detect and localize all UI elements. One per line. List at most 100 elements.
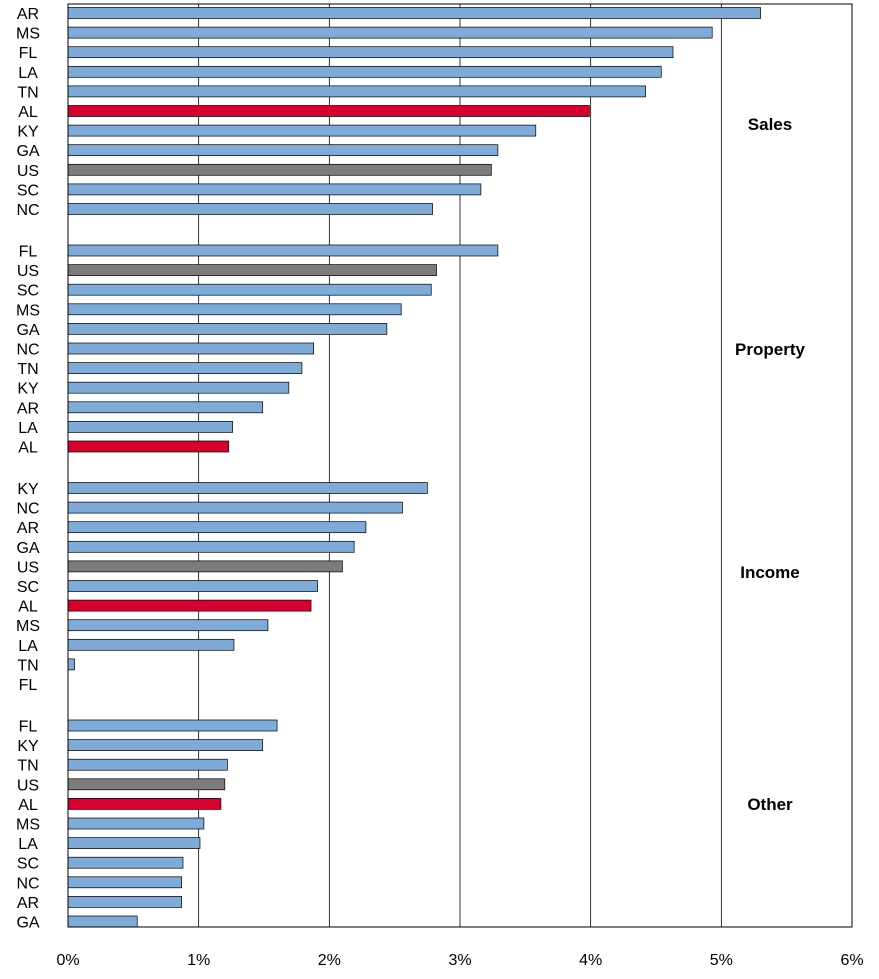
x-tick-label: 3%	[448, 952, 471, 969]
category-label: TN	[17, 361, 38, 378]
category-label: MS	[16, 618, 40, 635]
category-label: NC	[16, 202, 39, 219]
bar-property-ga	[67, 323, 388, 335]
bar-other-la	[67, 837, 201, 849]
bars	[67, 7, 761, 928]
group-label-other: Other	[747, 795, 793, 814]
bar-income-ga	[67, 540, 355, 553]
x-axis-tick-labels: 0% 1% 2% 3% 4% 5% 6%	[56, 952, 863, 969]
category-label: NC	[16, 342, 39, 359]
bar-income-tn	[67, 658, 75, 671]
category-label: AR	[17, 400, 39, 417]
bar-income-sc	[67, 580, 318, 592]
category-label: US	[17, 263, 39, 280]
category-label: TN	[17, 84, 38, 101]
bar-other-us	[67, 778, 226, 791]
category-label: LA	[18, 65, 38, 82]
x-tick-label: 5%	[710, 952, 733, 969]
bar-property-nc	[67, 342, 315, 355]
bar-sales-us	[67, 163, 492, 176]
bar-income-al	[67, 599, 312, 612]
x-tick-label: 6%	[840, 952, 863, 969]
category-label: AL	[18, 104, 38, 121]
x-tick-label: 2%	[318, 952, 341, 969]
bar-sales-nc	[67, 203, 433, 215]
category-label: KY	[17, 738, 39, 755]
bar-sales-ga	[67, 144, 499, 157]
category-label: US	[17, 559, 39, 576]
category-label: AR	[17, 520, 39, 537]
category-label: KY	[17, 481, 39, 498]
category-label: GA	[16, 915, 39, 932]
category-label: MS	[16, 26, 40, 43]
bar-sales-al	[67, 105, 590, 117]
category-label: AL	[18, 797, 38, 814]
bar-sales-la	[67, 65, 662, 78]
category-label: FL	[19, 677, 38, 694]
category-label: US	[17, 777, 39, 794]
bar-sales-fl	[67, 46, 674, 59]
bar-property-ky	[67, 381, 290, 394]
bar-income-ar	[67, 521, 367, 534]
bar-property-la	[67, 421, 233, 433]
category-label: FL	[19, 244, 38, 261]
bar-property-ms	[67, 303, 402, 316]
bar-other-nc	[67, 876, 183, 889]
bar-other-sc	[67, 856, 184, 869]
bar-income-nc	[67, 501, 403, 514]
category-label: TN	[17, 758, 38, 775]
category-label: AR	[17, 895, 39, 912]
category-label: TN	[17, 657, 38, 674]
category-label: AR	[17, 6, 39, 23]
bar-sales-tn	[67, 85, 646, 98]
group-label-sales: Sales	[748, 115, 792, 134]
category-label: SC	[17, 182, 39, 199]
bar-property-ar	[67, 401, 264, 414]
bar-property-al	[67, 440, 230, 453]
bar-other-fl	[67, 719, 278, 732]
category-label: NC	[16, 501, 39, 518]
plot-area-frame	[67, 3, 853, 928]
bar-income-la	[67, 638, 235, 651]
bar-property-us	[67, 264, 437, 276]
x-tick-label: 1%	[187, 952, 210, 969]
bar-property-fl	[67, 244, 499, 257]
category-label: NC	[16, 875, 39, 892]
category-label: GA	[16, 322, 39, 339]
x-tick-label: 4%	[579, 952, 602, 969]
category-label: SC	[17, 579, 39, 596]
category-label: LA	[18, 420, 38, 437]
category-label: SC	[17, 856, 39, 873]
group-label-property: Property	[735, 340, 805, 359]
category-label: MS	[16, 302, 40, 319]
bar-other-tn	[67, 758, 228, 771]
category-label: AL	[18, 599, 38, 616]
category-label: GA	[16, 143, 39, 160]
bar-sales-ar	[67, 7, 761, 19]
group-label-income: Income	[740, 563, 800, 582]
bar-sales-ms	[67, 26, 713, 39]
category-label: LA	[18, 638, 38, 655]
category-label: LA	[18, 836, 38, 853]
category-labels: AR MS FL LA TN AL KY GA US SC NC FL US SC MS GA NC TN KY AR…	[16, 6, 40, 932]
bar-income-ky	[67, 482, 428, 494]
category-label: US	[17, 163, 39, 180]
bar-other-ms	[67, 817, 205, 830]
category-label: KY	[17, 124, 39, 141]
bar-other-ky	[67, 739, 264, 751]
bar-income-us	[67, 560, 343, 573]
group-labels: Sales Property Income Other	[735, 115, 805, 814]
category-label: FL	[19, 719, 38, 736]
x-tick-label: 0%	[56, 952, 79, 969]
category-label: AL	[18, 440, 38, 457]
bar-other-al	[67, 798, 222, 810]
category-label: GA	[16, 540, 39, 557]
bar-property-tn	[67, 362, 303, 374]
category-label: MS	[16, 817, 40, 834]
bar-income-ms	[67, 619, 269, 632]
bar-other-ga	[67, 915, 138, 928]
category-label: SC	[17, 283, 39, 300]
gridlines	[198, 4, 722, 927]
category-label: FL	[19, 45, 38, 62]
